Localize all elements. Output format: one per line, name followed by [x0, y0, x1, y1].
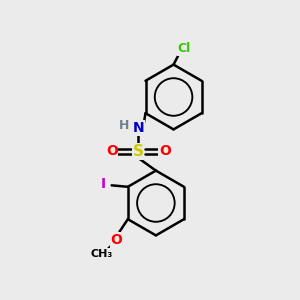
Text: I: I [101, 177, 106, 191]
Text: CH₃: CH₃ [91, 249, 113, 259]
Text: O: O [111, 233, 123, 247]
Text: Cl: Cl [177, 42, 190, 55]
Text: H: H [119, 119, 129, 132]
Text: N: N [132, 121, 144, 135]
Text: O: O [106, 145, 118, 158]
Text: O: O [159, 145, 171, 158]
Text: S: S [133, 144, 144, 159]
